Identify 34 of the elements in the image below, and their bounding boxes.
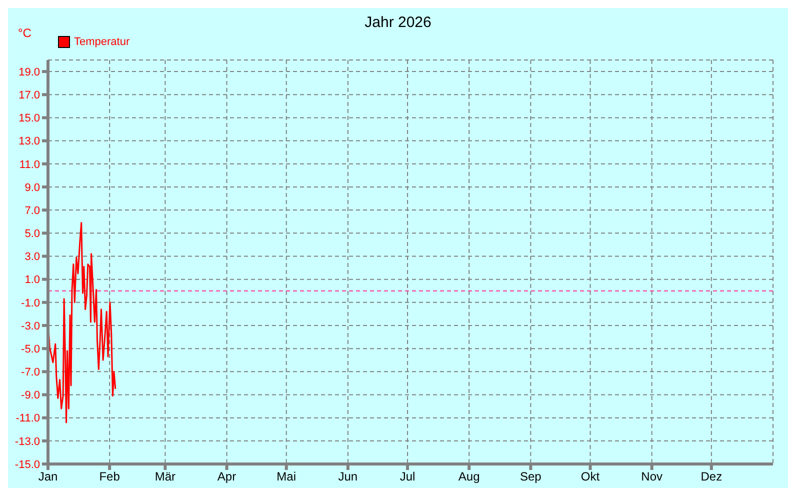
y-tick-label: 1.0 <box>24 274 40 286</box>
y-tick-label: 5.0 <box>24 228 40 240</box>
x-tick-label: Jan <box>38 470 58 484</box>
legend-label: Temperatur <box>73 36 130 48</box>
y-tick-label: -5.0 <box>21 343 40 356</box>
y-tick-label: 9.0 <box>24 182 40 194</box>
y-tick-label: 13.0 <box>18 136 40 148</box>
y-tick-label: -1.0 <box>21 297 40 310</box>
y-tick-label: 11.0 <box>19 158 40 171</box>
y-tick-label: -7.0 <box>21 366 40 379</box>
y-axis-title: °C <box>18 26 32 40</box>
x-tick-label: Okt <box>580 470 600 484</box>
y-tick-label: -3.0 <box>21 320 40 332</box>
y-tick-label: 3.0 <box>24 251 40 264</box>
y-tick-label: -13.0 <box>14 436 40 448</box>
x-tick-label: Mai <box>276 470 296 484</box>
x-tick-label: Sep <box>520 470 542 484</box>
y-tick-label: 17.0 <box>18 90 40 102</box>
line-series <box>48 222 116 424</box>
x-tick-label: Aug <box>458 470 480 484</box>
chart-title: Jahr 2026 <box>364 14 432 31</box>
x-tick-label: Nov <box>641 470 663 484</box>
y-tick-label: 7.0 <box>24 204 40 217</box>
x-tick-label: Apr <box>217 470 236 484</box>
x-tick-label: Feb <box>99 470 120 484</box>
y-tick-label: 19.0 <box>18 66 40 78</box>
y-tick-label: 15.0 <box>18 112 40 125</box>
x-tick-label: Jul <box>400 470 416 484</box>
y-tick-label: -9.0 <box>21 390 40 402</box>
x-tick-label: Jun <box>338 470 358 484</box>
x-tick-label: Dez <box>700 470 722 484</box>
x-tick-label: Mär <box>154 470 176 484</box>
y-tick-label: -11.0 <box>16 412 40 425</box>
y-tick-label: -15.0 <box>14 458 40 471</box>
